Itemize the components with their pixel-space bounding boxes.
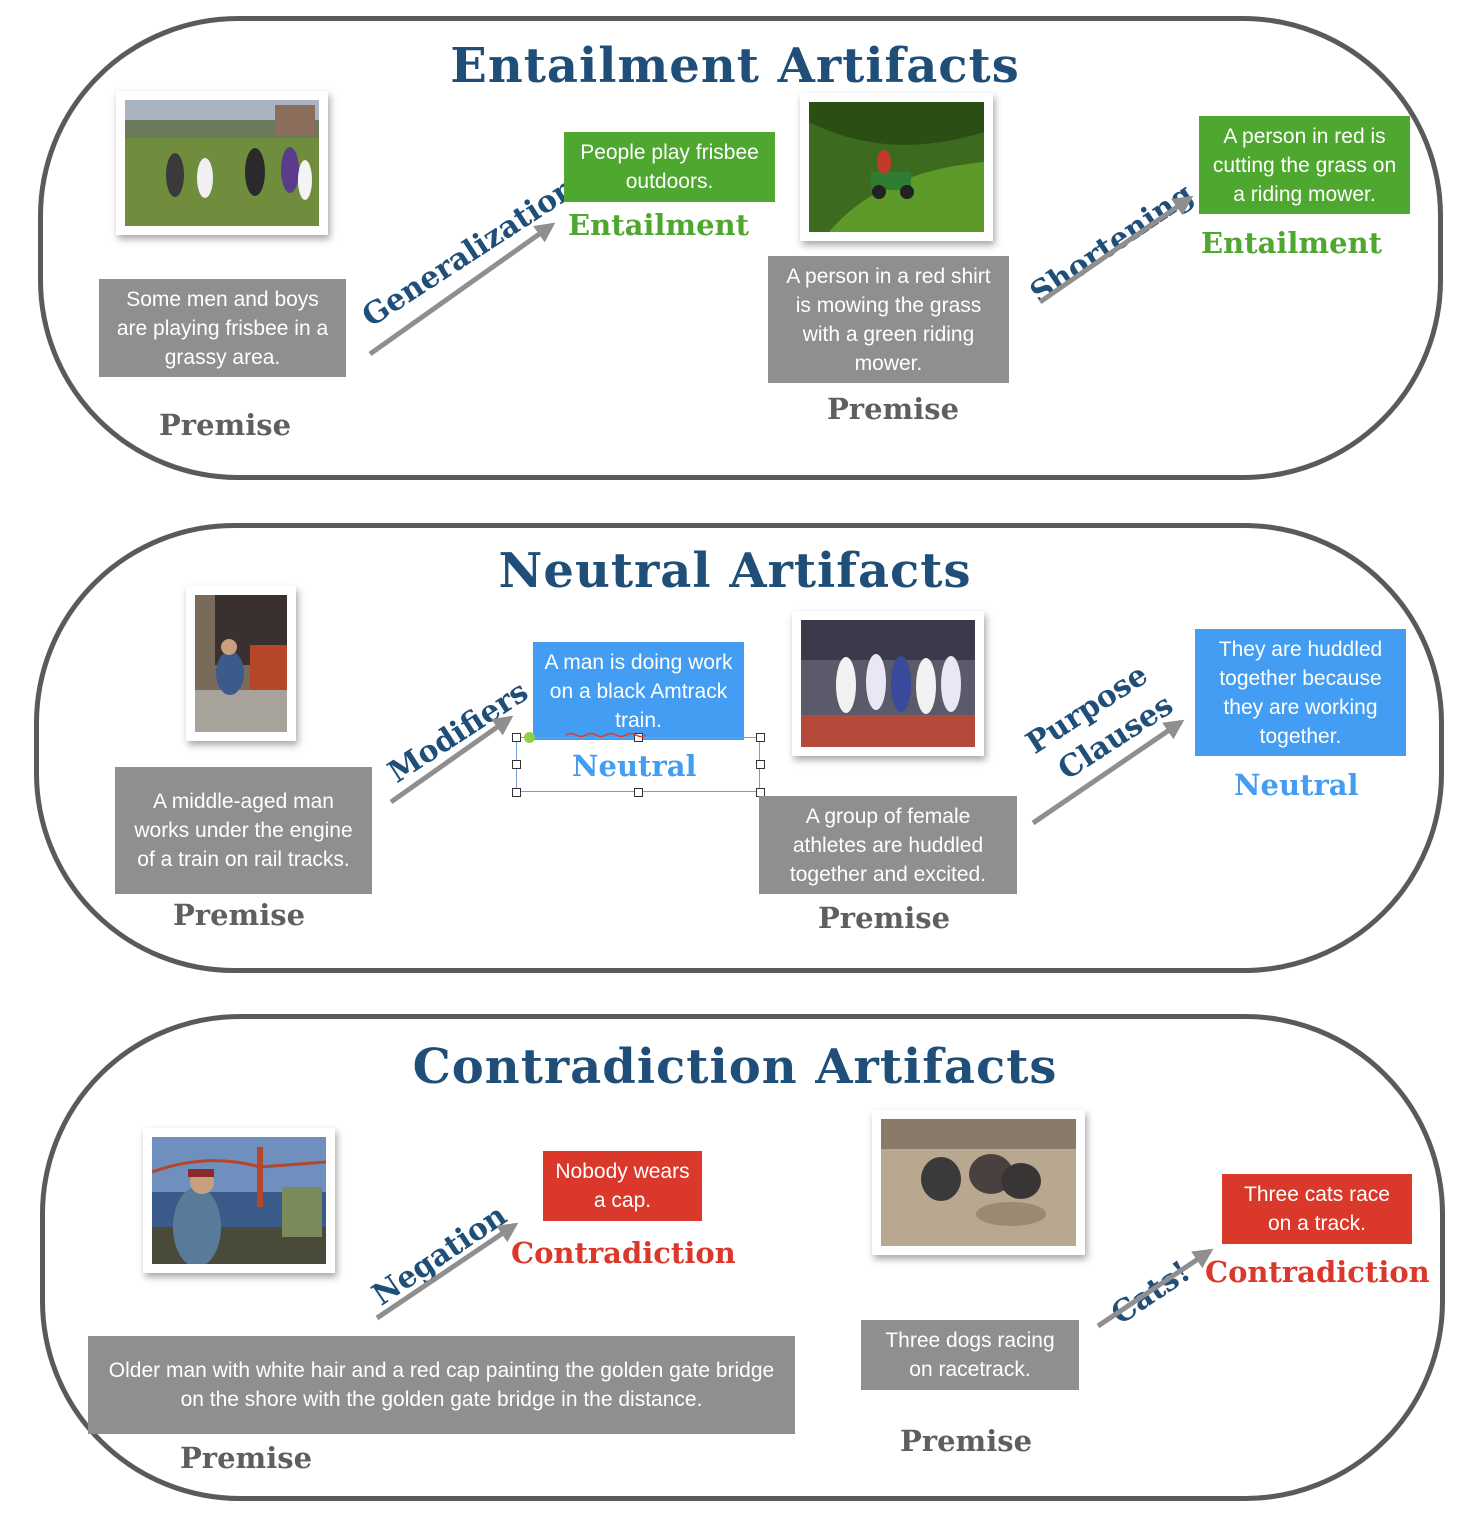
resize-handle[interactable] <box>634 788 643 797</box>
train-photo <box>186 586 296 741</box>
premise-label: Premise <box>173 898 306 932</box>
premise-box: Some men and boys are playing frisbee in… <box>99 279 346 377</box>
premise-label: Premise <box>180 1441 313 1475</box>
arrow <box>375 1222 519 1321</box>
neutral-label: Neutral <box>572 749 697 783</box>
entailment-label: Entailment <box>568 208 750 242</box>
premise-box: A middle-aged man works under the engine… <box>115 767 372 894</box>
resize-handle[interactable] <box>512 788 521 797</box>
neutral-label: Neutral <box>1234 768 1359 802</box>
hypothesis-box: Three cats race on a track. <box>1222 1174 1412 1244</box>
resize-handle[interactable] <box>512 733 521 742</box>
premise-label: Premise <box>827 392 960 426</box>
contradiction-label: Contradiction <box>511 1236 736 1270</box>
premise-label: Premise <box>159 408 292 442</box>
painter-photo <box>143 1128 335 1273</box>
entailment-label: Entailment <box>1201 226 1383 260</box>
athletes-photo <box>792 611 984 756</box>
arrow <box>389 715 514 805</box>
neutral-title: Neutral Artifacts <box>498 543 972 599</box>
hypothesis-box: Nobody wears a cap. <box>543 1151 702 1221</box>
resize-handle[interactable] <box>756 733 765 742</box>
arrow <box>1096 1248 1214 1329</box>
hypothesis-box: A person in red is cutting the grass on … <box>1199 116 1410 214</box>
hypothesis-box: A man is doing work on a black Amtrack t… <box>533 642 744 740</box>
premise-box: A group of female athletes are huddled t… <box>759 796 1017 894</box>
premise-label: Premise <box>818 901 951 935</box>
arrow <box>368 222 556 357</box>
hypothesis-box: People play frisbee outdoors. <box>564 132 775 202</box>
arrow <box>1038 195 1194 305</box>
contradiction-title: Contradiction Artifacts <box>412 1039 1058 1095</box>
premise-box: Older man with white hair and a red cap … <box>88 1336 795 1434</box>
mower-photo <box>800 93 993 241</box>
entailment-title: Entailment Artifacts <box>450 38 1020 94</box>
resize-handle[interactable] <box>512 760 521 769</box>
premise-label: Premise <box>900 1424 1033 1458</box>
frisbee-photo <box>116 91 328 235</box>
contradiction-label: Contradiction <box>1205 1255 1430 1289</box>
hypothesis-box: They are huddled together because they a… <box>1195 629 1406 756</box>
premise-box: Three dogs racing on racetrack. <box>861 1320 1079 1390</box>
rotate-handle[interactable] <box>524 732 535 743</box>
spellcheck-underline <box>566 732 646 738</box>
premise-box: A person in a red shirt is mowing the gr… <box>768 256 1009 383</box>
arrow <box>1031 719 1185 826</box>
dogs-photo <box>872 1110 1085 1255</box>
resize-handle[interactable] <box>756 760 765 769</box>
resize-handle[interactable] <box>634 733 643 742</box>
